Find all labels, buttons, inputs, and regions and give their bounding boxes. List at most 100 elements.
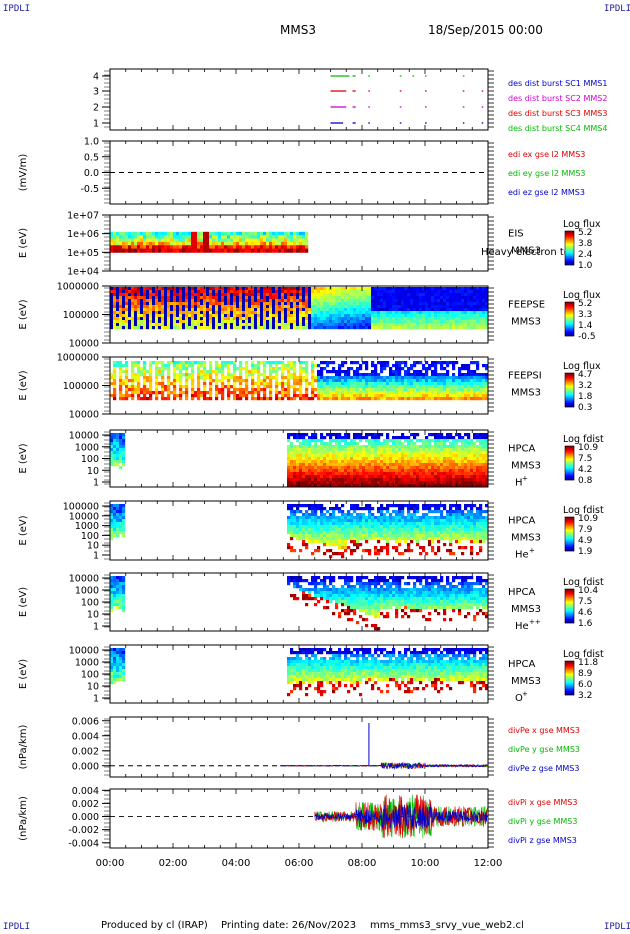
edi-ytick: 1.0 (84, 137, 99, 148)
hpca_o-species-label: O (515, 693, 523, 704)
feepse-colorbar-tick: 5.2 (578, 299, 592, 309)
corner-logo-bottom-left: IPDLI (3, 922, 31, 932)
x-tick-label: 08:00 (348, 858, 377, 869)
footer-produced: Produced by cl (IRAP) (101, 920, 208, 931)
hpca_he-colorbar-tick: 4.9 (578, 536, 593, 546)
eis-colorbar-tick: 1.0 (578, 261, 593, 271)
eis-colorbar-title: Log flux (563, 219, 601, 230)
feepse-instrument-label: FEEPSE (508, 300, 545, 311)
x-tick-label: 12:00 (474, 858, 503, 869)
hpca_he-colorbar-tick: 7.9 (578, 525, 593, 535)
hpca_hepp-colorbar-tick: 7.5 (578, 597, 592, 607)
hpca_he-species-charge: + (529, 546, 535, 554)
hpca_h-spectrogram (110, 433, 489, 488)
feepsi-spectrogram (110, 361, 489, 401)
hpca_o-ytick: 1 (93, 694, 99, 705)
feepsi-ytick: 10000 (69, 410, 99, 421)
hpca_he-ytick: 100 (81, 531, 99, 542)
divpe-trace (279, 761, 489, 771)
burst-ytick: 1 (93, 119, 99, 130)
divpi-ytick: 0.004 (72, 786, 99, 797)
edi-ytick: 0.5 (84, 152, 99, 163)
hpca_o-colorbar-tick: 11.8 (578, 658, 598, 668)
eis-ytick: 1e+04 (67, 267, 99, 278)
burst-legend-entry: des dist burst SC1 MMS1 (508, 79, 607, 88)
edi-legend-entry: edi ex gse l2 MMS3 (508, 150, 585, 159)
feepse-colorbar-tick: -0.5 (578, 332, 596, 342)
edi-ytick: -0.5 (80, 184, 99, 195)
hpca_hepp-ytick: 10000 (69, 574, 99, 585)
edi-ytick: 0.0 (84, 168, 99, 179)
hpca_o-ytick: 10 (87, 682, 99, 693)
x-tick-label: 04:00 (222, 858, 251, 869)
hpca_h-ytick: 1 (93, 478, 99, 489)
hpca_he-instrument-label: HPCA (508, 515, 536, 526)
footer-printing-date: Printing date: 26/Nov/2023 (221, 920, 357, 931)
hpca_hepp-ytick: 100 (81, 598, 99, 609)
edi-legend-entry: edi ey gse l2 MMS3 (508, 169, 586, 178)
hpca_h-colorbar-tick: 10.9 (578, 443, 598, 453)
eis-ylabel: E (eV) (18, 228, 29, 258)
eis-colorbar (564, 230, 575, 266)
hpca_o-spectrogram (110, 648, 489, 697)
divpi-ytick: 0.002 (72, 799, 99, 810)
burst-legend-entry: des dist burst SC3 MMS3 (508, 109, 607, 118)
divpi-legend-entry: divPi z gse MMS3 (508, 836, 577, 845)
divpe-ytick: 0.006 (72, 716, 99, 727)
divpe-legend-entry: divPe y gse MMS3 (508, 745, 580, 754)
hpca_he-colorbar (564, 516, 575, 552)
feepse-colorbar-tick: 3.3 (578, 310, 592, 320)
feepsi-colorbar-tick: 3.2 (578, 381, 592, 391)
hpca_he-spacecraft-label: MMS3 (511, 532, 541, 543)
feepse-spectrogram (110, 287, 489, 330)
hpca_o-ytick: 100 (81, 670, 99, 681)
hpca_he-species-label: He (515, 549, 529, 560)
feepsi-colorbar-tick: 1.8 (578, 392, 593, 402)
feepsi-colorbar-title: Log flux (563, 361, 601, 372)
hpca_h-ytick: 100 (81, 454, 99, 465)
hpca_o-colorbar (564, 660, 575, 696)
hpca_hepp-ytick: 10 (87, 610, 99, 621)
feepsi-colorbar-tick: 0.3 (578, 403, 592, 413)
feepse-ytick: 10000 (69, 339, 99, 350)
hpca_hepp-ylabel: E (eV) (18, 587, 29, 617)
hpca_hepp-species-label: He (515, 621, 529, 632)
divpi-legend-entry: divPi x gse MMS3 (508, 798, 577, 807)
corner-logo-top-right: IPDLI (604, 4, 630, 14)
hpca_hepp-spectrogram (110, 576, 489, 631)
hpca_h-species-label: H (515, 478, 523, 489)
hpca_o-ytick: 1000 (75, 658, 99, 669)
hpca_he-ylabel: E (eV) (18, 515, 29, 545)
burst-legend-entry: des dist burst SC2 MMS2 (508, 94, 607, 103)
feepsi-ylabel: E (eV) (18, 370, 29, 400)
hpca_hepp-colorbar-tick: 10.4 (578, 586, 598, 596)
divpe-legend-entry: divPe z gse MMS3 (508, 764, 579, 773)
eis-ytick: 1e+06 (67, 229, 99, 240)
hpca_h-colorbar-tick: 4.2 (578, 465, 592, 475)
x-tick-label: 02:00 (159, 858, 188, 869)
hpca_he-ytick: 1000 (75, 521, 99, 532)
corner-logo-top-left: IPDLI (3, 4, 31, 14)
feepse-ytick: 1000000 (57, 282, 99, 293)
hpca_he-ytick: 1 (93, 551, 99, 562)
edi-ylabel: (mV/m) (18, 154, 29, 192)
hpca_h-instrument-label: HPCA (508, 444, 536, 455)
hpca_o-colorbar-tick: 8.9 (578, 669, 593, 679)
divpi-legend-entry: divPi y gse MMS3 (508, 817, 577, 826)
hpca_h-species-charge: + (522, 475, 528, 483)
hpca_o-ylabel: E (eV) (18, 659, 29, 689)
hpca_o-colorbar-tick: 6.0 (578, 680, 593, 690)
hpca_hepp-instrument-label: HPCA (508, 587, 536, 598)
feepse-ylabel: E (eV) (18, 299, 29, 329)
hpca_o-ytick: 10000 (69, 646, 99, 657)
divpi-ytick: -0.004 (68, 838, 99, 849)
hpca_he-spectrogram (110, 504, 489, 559)
eis-colorbar-tick: 5.2 (578, 228, 592, 238)
corner-logo-bottom-right: IPDLI (604, 922, 630, 932)
divpi-ytick: -0.002 (68, 825, 99, 836)
date-title: 18/Sep/2015 00:00 (428, 23, 543, 37)
feepse-ytick: 100000 (63, 310, 99, 321)
x-tick-label: 10:00 (411, 858, 440, 869)
eis-ytick: 1e+05 (67, 248, 99, 259)
